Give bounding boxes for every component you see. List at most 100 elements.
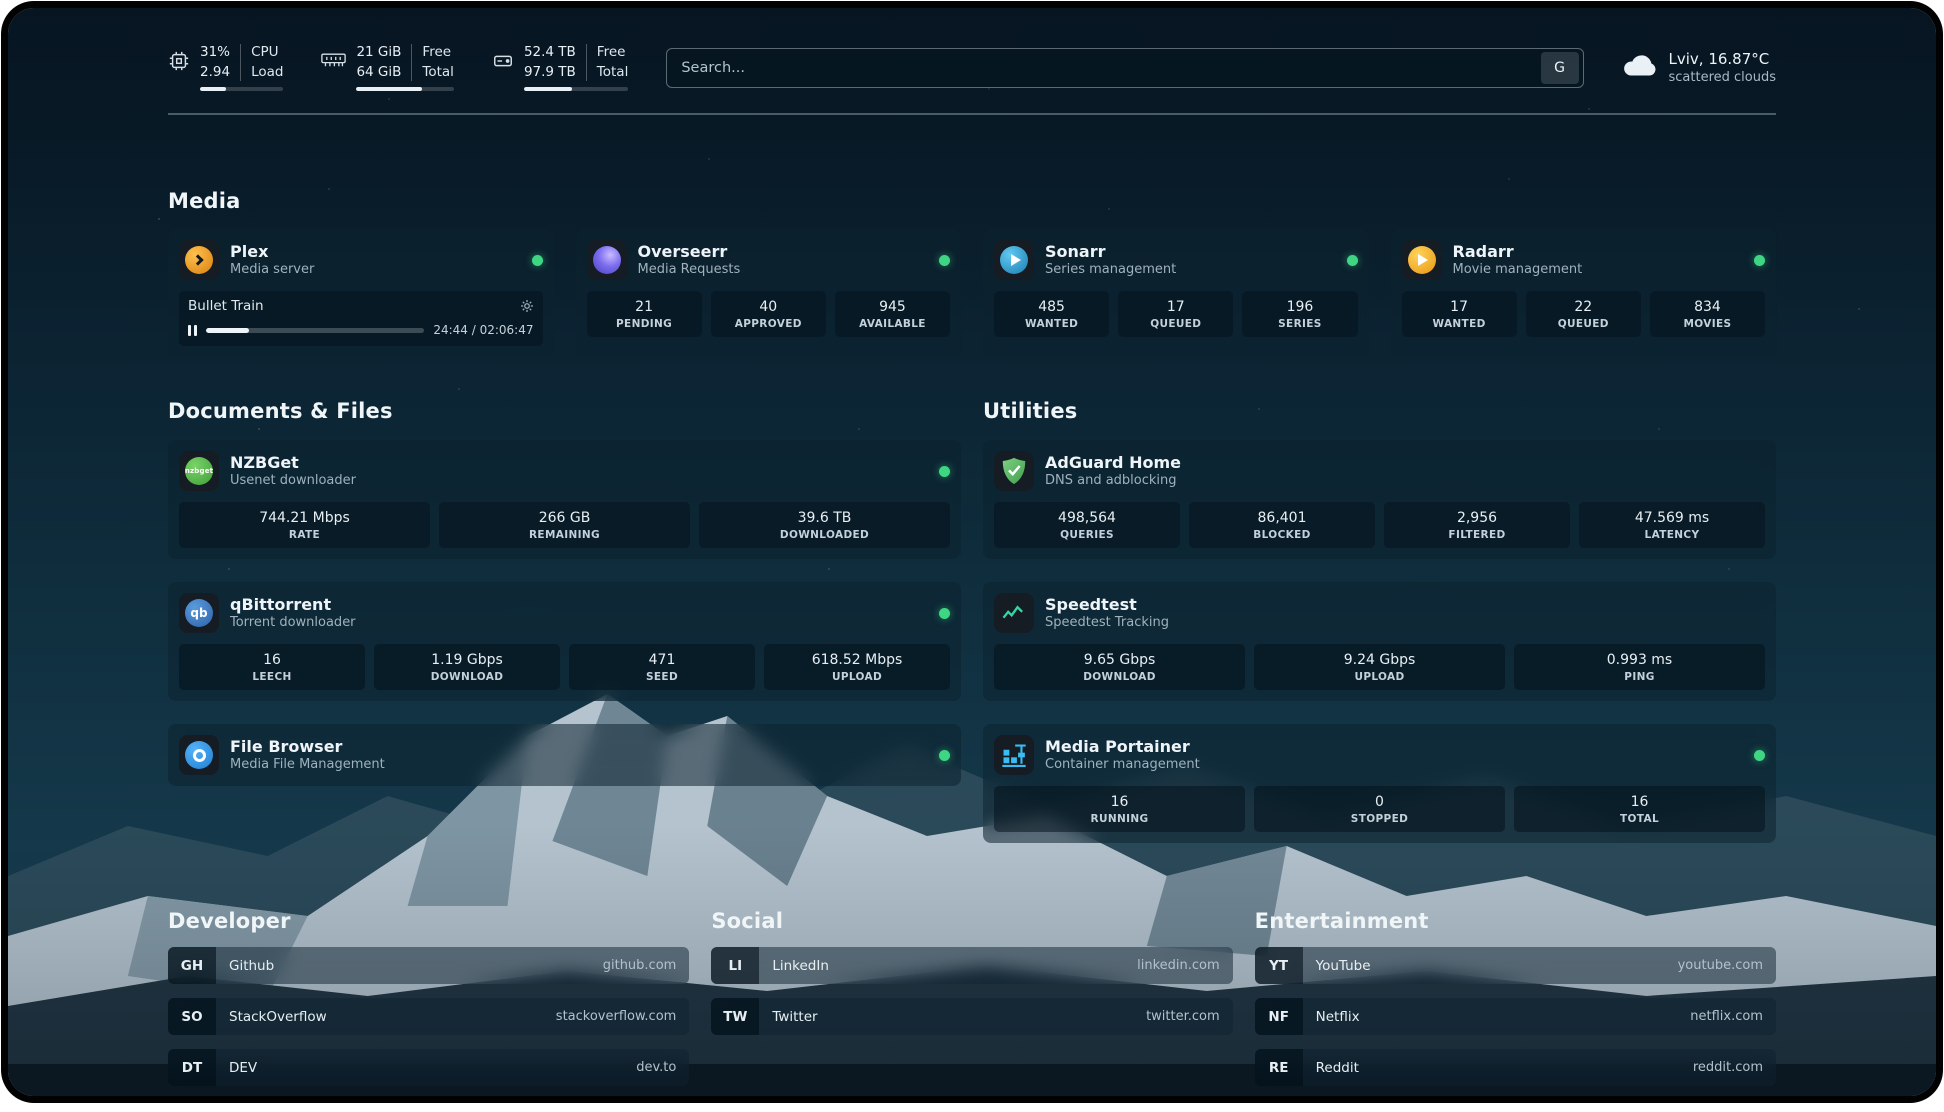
radarr-service-link[interactable]: Radarr Movie management bbox=[1401, 240, 1765, 281]
disk-labels: Free Total bbox=[585, 44, 629, 82]
nzbget-status-dot bbox=[939, 465, 950, 477]
dev-abbr: DT bbox=[168, 1049, 216, 1087]
stat-ping: 0.993 ms PING bbox=[1514, 644, 1765, 691]
stat-downloaded: 39.6 TB DOWNLOADED bbox=[699, 502, 950, 549]
card-adguard: AdGuard Home DNS and adblocking 498,564 … bbox=[983, 440, 1776, 560]
bookmark-dev[interactable]: DT DEV dev.to bbox=[168, 1049, 690, 1087]
portainer-name: Media Portainer bbox=[1045, 737, 1190, 757]
stat-approved: 40 APPROVED bbox=[710, 291, 826, 338]
bookmark-github[interactable]: GH Github github.com bbox=[168, 947, 690, 985]
stat-stopped: 0 STOPPED bbox=[1254, 786, 1505, 833]
nzbget-service-link[interactable]: nzbget NZBGet Usenet downloader bbox=[179, 451, 950, 492]
plex-description: Media server bbox=[230, 262, 315, 278]
bookmark-netflix[interactable]: NF Netflix netflix.com bbox=[1254, 998, 1776, 1036]
stat-upload: 618.52 Mbps UPLOAD bbox=[764, 644, 950, 691]
bookmark-twitter[interactable]: TW Twitter twitter.com bbox=[711, 998, 1233, 1036]
filebrowser-service-link[interactable]: File Browser Media File Management bbox=[179, 735, 950, 776]
header-divider bbox=[168, 113, 1776, 116]
memory-widget: 21 GiB 64 GiB Free Total bbox=[321, 44, 454, 92]
disk-label-bottom: Total bbox=[596, 63, 629, 80]
stat-available: 945 AVAILABLE bbox=[834, 291, 951, 338]
memory-label-top: Free bbox=[422, 44, 452, 60]
overseerr-icon bbox=[586, 240, 627, 281]
stat-upload: 9.24 Gbps UPLOAD bbox=[1254, 644, 1505, 691]
memory-values: 21 GiB 64 GiB bbox=[356, 44, 401, 81]
overseerr-description: Media Requests bbox=[637, 262, 741, 278]
portainer-service-link[interactable]: Media Portainer Container management bbox=[994, 735, 1765, 776]
reddit-abbr: RE bbox=[1254, 1049, 1303, 1087]
section-documents: Documents & Files nzbget NZBGet Usenet d… bbox=[168, 399, 961, 843]
cpu-value-load: 2.94 bbox=[200, 63, 231, 80]
plex-name: Plex bbox=[230, 242, 269, 262]
github-abbr: GH bbox=[168, 947, 216, 985]
bookmark-linkedin[interactable]: LI LinkedIn linkedin.com bbox=[711, 947, 1233, 985]
cpu-label-top: CPU bbox=[251, 44, 279, 60]
cpu-labels: CPU Load bbox=[240, 44, 283, 82]
speedtest-name: Speedtest bbox=[1045, 595, 1137, 615]
stat-pending: 21 PENDING bbox=[586, 291, 702, 338]
adguard-service-link[interactable]: AdGuard Home DNS and adblocking bbox=[994, 451, 1765, 492]
twitter-abbr: TW bbox=[711, 998, 760, 1036]
filebrowser-name: File Browser bbox=[230, 737, 343, 757]
dashboard-content: 31% 2.94 CPU Load bbox=[8, 44, 1936, 1087]
netflix-abbr: NF bbox=[1254, 998, 1303, 1036]
weather-location: Lviv, 16.87°C bbox=[1668, 50, 1770, 69]
sonarr-status-dot bbox=[1346, 254, 1358, 266]
adguard-name: AdGuard Home bbox=[1045, 453, 1181, 473]
memory-icon bbox=[321, 50, 347, 73]
memory-value-free: 21 GiB bbox=[356, 44, 402, 60]
stat-filtered: 2,956 FILTERED bbox=[1384, 502, 1570, 549]
memory-progress-fill bbox=[356, 87, 422, 92]
memory-progress-track bbox=[356, 87, 454, 92]
disk-progress-track bbox=[523, 87, 629, 92]
radarr-icon bbox=[1401, 240, 1442, 281]
stat-running: 16 RUNNING bbox=[994, 786, 1245, 833]
disk-progress-fill bbox=[523, 87, 572, 92]
disk-widget: 52.4 TB 97.9 TB Free Total bbox=[492, 44, 629, 92]
cpu-icon bbox=[168, 50, 190, 76]
bookmark-stackoverflow[interactable]: SO StackOverflow stackoverflow.com bbox=[168, 998, 690, 1036]
gear-icon[interactable] bbox=[520, 299, 534, 313]
stat-wanted: 17 WANTED bbox=[1401, 291, 1517, 338]
linkedin-abbr: LI bbox=[711, 947, 760, 985]
search-provider-button[interactable]: G bbox=[1540, 51, 1579, 84]
sonarr-description: Series management bbox=[1045, 262, 1177, 278]
disk-value-total: 97.9 TB bbox=[523, 63, 576, 80]
playback-progress-track[interactable] bbox=[206, 327, 425, 333]
card-overseerr: Overseerr Media Requests 21 PENDING 40 A… bbox=[575, 229, 961, 358]
sonarr-service-link[interactable]: Sonarr Series management bbox=[994, 240, 1358, 281]
stat-total: 16 TOTAL bbox=[1514, 786, 1765, 833]
section-media: Media Plex Media server bbox=[168, 189, 1776, 358]
bookmark-reddit[interactable]: RE Reddit reddit.com bbox=[1254, 1049, 1776, 1087]
filebrowser-status-dot bbox=[939, 749, 950, 761]
playback-progress-fill bbox=[206, 327, 249, 333]
cpu-value-percent: 31% bbox=[200, 44, 231, 60]
overseerr-service-link[interactable]: Overseerr Media Requests bbox=[586, 240, 950, 281]
radarr-description: Movie management bbox=[1452, 262, 1583, 278]
card-sonarr: Sonarr Series management 485 WANTED 17 Q… bbox=[983, 229, 1369, 358]
pause-icon[interactable] bbox=[188, 324, 197, 336]
plex-status-dot bbox=[531, 254, 543, 266]
qbittorrent-icon: qb bbox=[179, 593, 219, 634]
nzbget-name: NZBGet bbox=[230, 453, 299, 473]
stat-queued: 17 QUEUED bbox=[1118, 291, 1234, 338]
stat-download: 9.65 Gbps DOWNLOAD bbox=[994, 644, 1245, 691]
qbittorrent-name: qBittorrent bbox=[230, 595, 332, 615]
search-bar: G bbox=[666, 47, 1584, 88]
search-input[interactable] bbox=[681, 59, 1541, 76]
stat-queued: 22 QUEUED bbox=[1525, 291, 1641, 338]
radarr-name: Radarr bbox=[1452, 242, 1514, 262]
card-speedtest: Speedtest Speedtest Tracking 9.65 Gbps D… bbox=[983, 582, 1776, 702]
utilities-section-title: Utilities bbox=[983, 399, 1078, 424]
speedtest-service-link[interactable]: Speedtest Speedtest Tracking bbox=[994, 593, 1765, 634]
sonarr-icon bbox=[994, 240, 1034, 281]
filebrowser-icon bbox=[179, 735, 219, 776]
bookmark-youtube[interactable]: YT YouTube youtube.com bbox=[1254, 947, 1776, 985]
qbittorrent-service-link[interactable]: qb qBittorrent Torrent downloader bbox=[179, 593, 950, 634]
social-section-title: Social bbox=[711, 909, 784, 934]
section-utilities: Utilities bbox=[983, 399, 1776, 844]
portainer-status-dot bbox=[1754, 749, 1765, 761]
plex-service-link[interactable]: Plex Media server bbox=[179, 240, 543, 281]
bookmarks-social: Social LI LinkedIn linkedin.com TW Twitt… bbox=[711, 909, 1233, 1086]
memory-labels: Free Total bbox=[411, 44, 454, 82]
